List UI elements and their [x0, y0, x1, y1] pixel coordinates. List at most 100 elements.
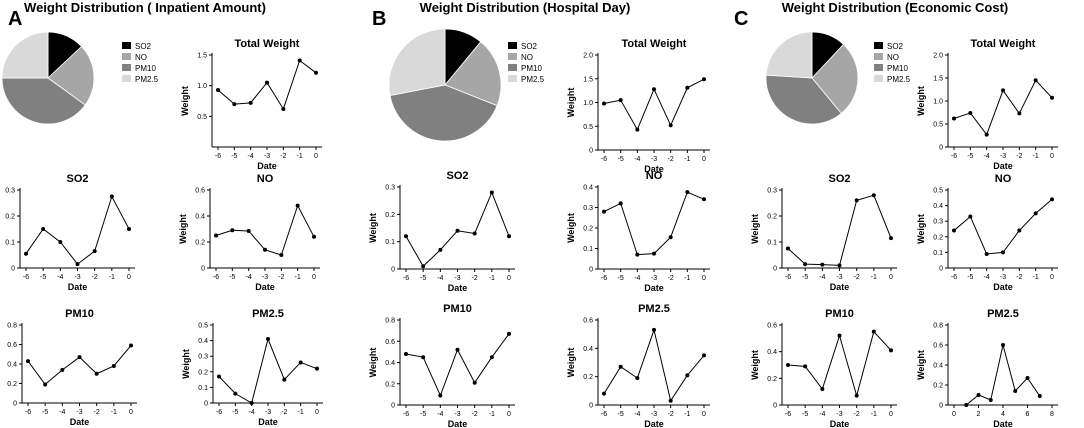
x-tick-label: -6 — [951, 274, 957, 281]
data-point — [246, 228, 251, 233]
pie-slice-no — [47, 45, 95, 106]
chart-title: PM10 — [65, 308, 94, 320]
y-tick-label: 0 — [939, 403, 943, 410]
panel-c: C Weight Distribution (Economic Cost) SO2 N… — [734, 0, 1058, 428]
data-point — [1001, 343, 1005, 347]
data-point — [668, 398, 673, 403]
legend-swatch — [122, 75, 131, 82]
line-chart-total-weight: Total Weight 0 0.5 1.0 1.5 2.0 -6 -5 -4 -3 -2 -1 0 Da… — [566, 38, 710, 174]
data-point — [786, 363, 790, 367]
line-chart-pm10: PM10 0 0.2 0.4 0.6 -6 -5 -4 -3 -2 -1 0 Date Weight — [750, 308, 897, 428]
data-point — [1017, 228, 1022, 233]
y-tick-label: 0.2 — [5, 214, 15, 221]
y-tick-label: 0 — [589, 148, 593, 155]
x-tick-label: -2 — [281, 409, 287, 416]
x-tick-label: 2 — [977, 411, 981, 418]
y-tick-label: 0.5 — [197, 114, 207, 121]
x-tick-label: -1 — [871, 411, 877, 418]
y-axis-label: Weight — [566, 213, 576, 243]
x-tick-label: -4 — [437, 275, 443, 282]
data-point — [968, 214, 973, 219]
x-tick-label: -6 — [25, 409, 31, 416]
chart-title: PM2.5 — [252, 308, 284, 320]
x-axis-label: Date — [644, 419, 664, 428]
x-tick-label: -1 — [489, 275, 495, 282]
legend-swatch — [874, 53, 883, 60]
x-axis-label: Date — [830, 282, 850, 292]
y-axis-label: Weight — [750, 214, 760, 244]
series-line — [953, 198, 1053, 255]
line-chart-no: NO 0 0.1 0.2 0.3 0.4 0.5 -6 -5 -4 -3 -2 -1 0 Date Weigh… — [916, 173, 1058, 292]
data-point — [952, 228, 956, 233]
data-point — [889, 236, 893, 241]
legend-label: PM10 — [521, 64, 542, 73]
legend-swatch — [874, 75, 883, 82]
x-tick-label: -2 — [280, 153, 286, 160]
chart-title: SO2 — [828, 173, 850, 185]
data-point — [279, 253, 284, 257]
data-point — [26, 359, 30, 364]
x-tick-label: 0 — [952, 411, 956, 418]
y-tick-label: 0.2 — [198, 369, 208, 376]
x-axis-label: Date — [68, 282, 88, 292]
data-point — [786, 246, 790, 251]
data-point — [438, 247, 443, 252]
legend-swatch — [508, 75, 517, 82]
y-axis-label: Weight — [750, 350, 760, 380]
data-point — [248, 100, 253, 105]
x-tick-label: -5 — [618, 156, 624, 163]
data-point — [854, 198, 859, 203]
data-point — [984, 251, 989, 256]
x-axis-label: Date — [644, 164, 664, 174]
data-point — [41, 227, 46, 231]
y-tick-label: 0.1 — [767, 240, 777, 247]
y-tick-label: 0.1 — [933, 250, 943, 257]
y-tick-label: 1.5 — [583, 76, 593, 83]
legend-label: SO2 — [521, 42, 538, 51]
data-point — [984, 132, 989, 137]
x-tick-label: -5 — [42, 409, 48, 416]
x-tick-label: -2 — [668, 275, 674, 282]
x-tick-label: -3 — [74, 274, 80, 281]
data-point — [314, 70, 318, 75]
y-tick-label: 0.5 — [583, 124, 593, 131]
chart-title: PM2.5 — [638, 303, 670, 315]
y-tick-label: 0 — [939, 145, 943, 152]
data-point — [266, 337, 270, 342]
data-point — [871, 329, 876, 334]
data-point — [702, 77, 706, 82]
data-point — [92, 249, 97, 254]
data-point — [265, 80, 269, 85]
panel-title: Weight Distribution (Economic Cost) — [782, 0, 1009, 15]
x-tick-label: -5 — [231, 153, 237, 160]
x-tick-label: -4 — [248, 153, 254, 160]
x-tick-label: -1 — [684, 275, 690, 282]
x-tick-label: -4 — [984, 274, 990, 281]
legend-label: SO2 — [135, 42, 152, 51]
data-point — [455, 347, 460, 352]
x-tick-label: 0 — [312, 274, 316, 281]
y-tick-label: 0 — [589, 267, 593, 274]
line-chart-pm2-5: PM2.5 0 0.2 0.4 0.6 0.8 0 2 4 6 8 Date Weight — [916, 308, 1058, 428]
series-line — [603, 328, 705, 403]
y-tick-label: 0.3 — [198, 354, 208, 361]
panel-label: B — [372, 8, 386, 30]
data-point — [404, 352, 408, 356]
x-tick-label: -1 — [684, 411, 690, 418]
line-chart-total-weight: Total Weight 0.5 1.0 1.5 -6 -5 -4 -3 -2 -1 0 Date We… — [180, 38, 322, 171]
x-axis-label: Date — [255, 282, 275, 292]
x-tick-label: -1 — [1033, 274, 1039, 281]
chart-title: Total Weight — [622, 38, 687, 50]
data-point — [976, 393, 981, 397]
data-point — [109, 194, 114, 199]
y-tick-label: 0.2 — [195, 240, 205, 247]
x-tick-label: -1 — [111, 409, 117, 416]
data-point — [685, 190, 690, 195]
y-tick-label: 0.2 — [385, 381, 395, 388]
data-point — [295, 203, 300, 208]
x-axis-label: Date — [70, 417, 90, 427]
legend-label: NO — [521, 53, 533, 62]
x-tick-label: -1 — [298, 409, 304, 416]
data-point — [635, 376, 640, 381]
